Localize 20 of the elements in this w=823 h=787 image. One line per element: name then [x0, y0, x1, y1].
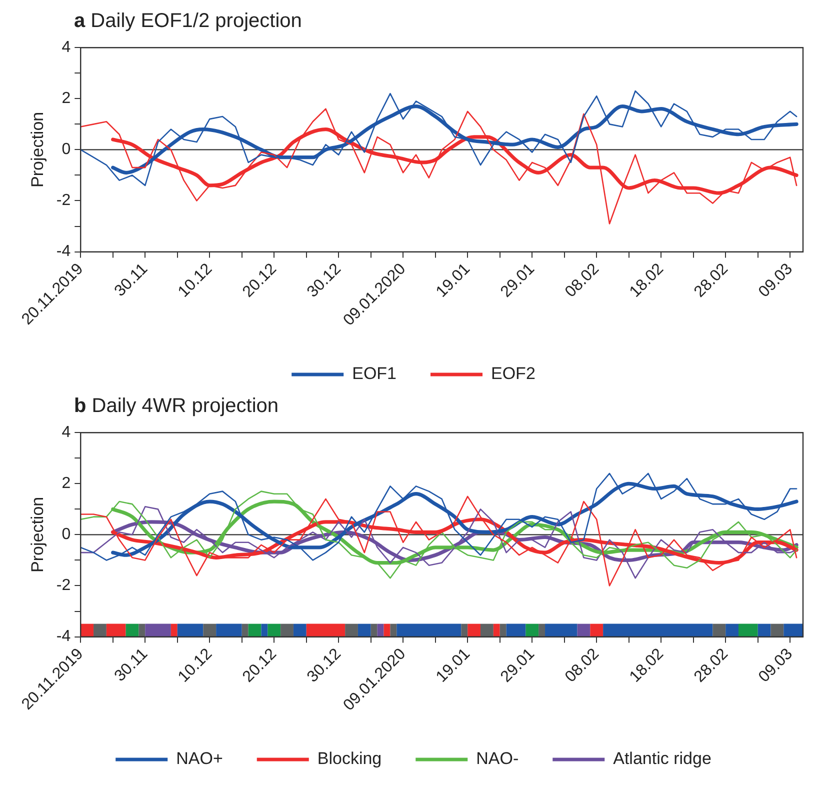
y-tick-label: 4: [62, 424, 71, 442]
y-tick-label: 2: [62, 475, 71, 492]
chart-title: a Daily EOF1/2 projection: [74, 10, 302, 32]
legend-label: NAO-: [476, 749, 519, 768]
y-axis-title: Projection: [28, 112, 47, 188]
legend-label: Atlantic ridge: [613, 749, 712, 768]
y-tick-label: 2: [62, 90, 71, 108]
legend-label: EOF2: [491, 364, 536, 384]
legend-label: EOF1: [352, 364, 397, 384]
y-tick-label: 4: [62, 39, 71, 56]
legend-label: NAO+: [176, 749, 223, 768]
y-axis-title: Projection: [28, 496, 47, 573]
y-tick-label: -4: [56, 243, 71, 260]
y-tick-label: 0: [62, 526, 71, 544]
chart-title: b Daily 4WR projection: [74, 395, 279, 417]
y-tick-label: -2: [56, 192, 71, 210]
y-tick-label: -4: [56, 628, 71, 646]
y-tick-label: -2: [56, 577, 71, 594]
legend-label: Blocking: [317, 749, 382, 768]
y-tick-label: 0: [62, 141, 71, 158]
